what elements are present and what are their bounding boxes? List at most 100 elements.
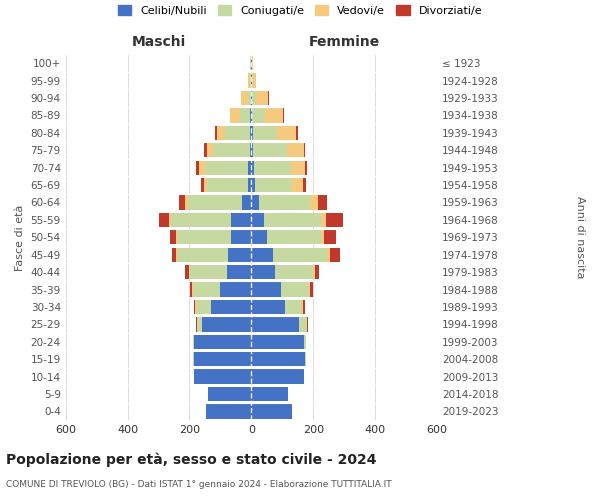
Bar — [251, 387, 289, 401]
Bar — [169, 213, 171, 227]
Bar — [204, 178, 208, 192]
Bar — [321, 230, 324, 244]
Bar — [251, 300, 286, 314]
Y-axis label: Fasce di età: Fasce di età — [15, 204, 25, 270]
Bar — [286, 300, 302, 314]
Bar — [264, 213, 321, 227]
Bar — [302, 300, 303, 314]
Bar — [321, 213, 326, 227]
Bar — [213, 143, 250, 158]
Bar — [251, 282, 281, 296]
Bar — [307, 317, 308, 332]
Bar — [253, 126, 277, 140]
Bar — [275, 265, 313, 280]
Bar — [239, 108, 250, 122]
Bar — [193, 334, 194, 349]
Bar — [206, 404, 251, 418]
Bar — [267, 230, 321, 244]
Bar — [310, 196, 318, 209]
Bar — [318, 196, 327, 209]
Bar — [251, 213, 264, 227]
Bar — [256, 91, 268, 105]
Bar — [179, 196, 185, 209]
Bar — [194, 334, 251, 349]
Bar — [299, 317, 307, 332]
Bar — [324, 230, 337, 244]
Text: Maschi: Maschi — [131, 36, 185, 50]
Bar — [304, 143, 305, 158]
Bar — [251, 91, 252, 105]
Bar — [268, 91, 269, 105]
Bar — [170, 230, 176, 244]
Bar — [194, 370, 251, 384]
Bar — [327, 248, 329, 262]
Bar — [241, 91, 248, 105]
Legend: Celibi/Nubili, Coniugati/e, Vedovi/e, Divorziati/e: Celibi/Nubili, Coniugati/e, Vedovi/e, Di… — [113, 0, 487, 20]
Bar — [231, 230, 251, 244]
Bar — [185, 196, 188, 209]
Bar — [196, 160, 199, 175]
Bar — [220, 282, 251, 296]
Bar — [251, 317, 299, 332]
Bar — [281, 282, 308, 296]
Y-axis label: Anni di nascita: Anni di nascita — [575, 196, 585, 278]
Text: COMUNE DI TREVIOLO (BG) - Dati ISTAT 1° gennaio 2024 - Elaborazione TUTTITALIA.I: COMUNE DI TREVIOLO (BG) - Dati ISTAT 1° … — [6, 480, 392, 489]
Bar — [230, 108, 239, 122]
Bar — [171, 213, 231, 227]
Bar — [194, 352, 251, 366]
Bar — [185, 265, 189, 280]
Bar — [177, 230, 231, 244]
Bar — [228, 248, 251, 262]
Bar — [193, 282, 220, 296]
Bar — [255, 178, 292, 192]
Bar — [259, 196, 310, 209]
Bar — [251, 352, 305, 366]
Bar — [242, 196, 251, 209]
Bar — [248, 91, 251, 105]
Bar — [251, 196, 259, 209]
Bar — [207, 143, 213, 158]
Bar — [251, 230, 267, 244]
Bar — [190, 265, 227, 280]
Bar — [296, 126, 298, 140]
Bar — [252, 108, 265, 122]
Bar — [305, 352, 307, 366]
Bar — [291, 160, 305, 175]
Bar — [217, 126, 225, 140]
Bar — [251, 404, 292, 418]
Bar — [251, 160, 254, 175]
Bar — [265, 108, 283, 122]
Bar — [158, 213, 169, 227]
Bar — [196, 300, 211, 314]
Bar — [250, 126, 251, 140]
Bar — [308, 282, 310, 296]
Bar — [197, 317, 202, 332]
Bar — [188, 196, 242, 209]
Bar — [313, 265, 315, 280]
Bar — [177, 248, 228, 262]
Bar — [215, 126, 217, 140]
Bar — [304, 334, 307, 349]
Bar — [251, 265, 275, 280]
Text: Popolazione per età, sesso e stato civile - 2024: Popolazione per età, sesso e stato civil… — [6, 452, 377, 467]
Bar — [254, 160, 291, 175]
Bar — [253, 143, 287, 158]
Bar — [202, 317, 251, 332]
Bar — [208, 387, 251, 401]
Bar — [292, 178, 303, 192]
Bar — [273, 248, 327, 262]
Bar — [204, 143, 207, 158]
Bar — [310, 282, 313, 296]
Bar — [251, 334, 304, 349]
Bar — [227, 265, 251, 280]
Bar — [251, 108, 252, 122]
Text: Femmine: Femmine — [308, 36, 380, 50]
Bar — [211, 300, 251, 314]
Bar — [172, 248, 176, 262]
Bar — [199, 160, 205, 175]
Bar — [251, 74, 253, 88]
Bar — [176, 248, 177, 262]
Bar — [201, 178, 204, 192]
Bar — [251, 248, 273, 262]
Bar — [194, 300, 196, 314]
